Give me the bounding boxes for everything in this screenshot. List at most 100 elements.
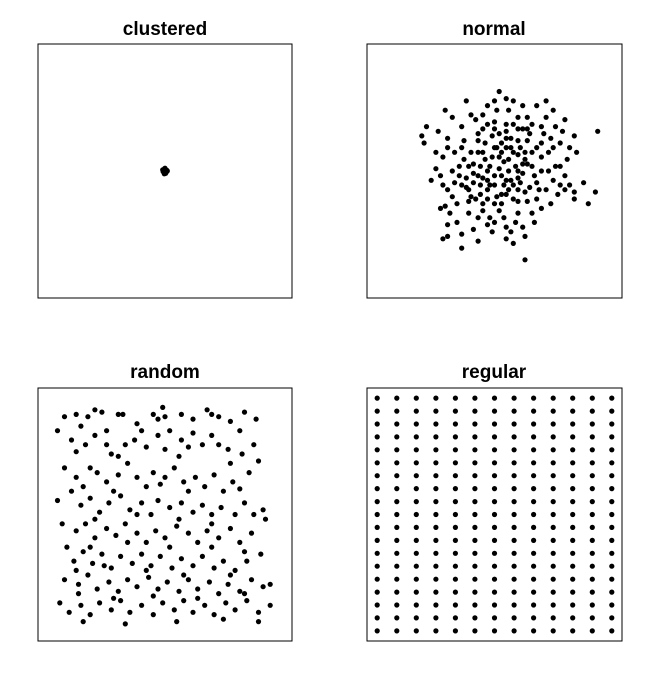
- scatter-point: [216, 591, 222, 597]
- scatter-point: [61, 414, 68, 420]
- scatter-point: [515, 168, 521, 174]
- scatter-point: [437, 205, 444, 211]
- scatter-point: [150, 593, 156, 599]
- scatter-point: [449, 194, 455, 200]
- panel-title-normal: normal: [462, 19, 525, 40]
- scatter-point: [255, 609, 262, 615]
- scatter-point: [148, 511, 154, 518]
- scatter-point: [244, 598, 250, 604]
- scatter-point: [589, 563, 595, 569]
- scatter-point: [571, 196, 577, 202]
- plot-area-normal: [366, 43, 623, 299]
- scatter-point: [442, 203, 448, 209]
- scatter-point: [59, 521, 65, 527]
- scatter-point: [543, 187, 549, 193]
- scatter-point: [394, 447, 400, 453]
- scatter-point: [92, 535, 98, 541]
- scatter-point: [470, 161, 476, 167]
- scatter-point: [550, 473, 556, 479]
- scatter-point: [216, 535, 222, 541]
- scatter-point: [211, 612, 217, 618]
- scatter-point: [517, 145, 523, 151]
- scatter-point: [155, 586, 161, 592]
- scatter-point: [520, 103, 526, 109]
- scatter-point: [413, 550, 419, 556]
- scatter-point: [487, 163, 493, 169]
- scatter-point: [570, 434, 576, 440]
- scatter-point: [99, 551, 105, 557]
- scatter-point: [570, 602, 576, 608]
- scatter-point: [199, 553, 205, 560]
- scatter-point: [531, 486, 537, 492]
- scatter-point: [609, 473, 615, 479]
- scatter-point: [174, 523, 180, 529]
- scatter-point: [609, 602, 615, 608]
- scatter-point: [433, 589, 439, 595]
- points-random: [54, 404, 273, 627]
- scatter-point: [609, 537, 615, 544]
- scatter-point: [374, 537, 380, 544]
- scatter-point: [101, 563, 107, 569]
- scatter-point: [374, 460, 380, 466]
- scatter-point: [511, 628, 517, 634]
- points-regular: [374, 395, 615, 634]
- scatter-point: [491, 602, 498, 608]
- scatter-point: [421, 140, 427, 146]
- scatter-point: [374, 589, 380, 595]
- scatter-point: [80, 484, 86, 490]
- scatter-point: [484, 103, 491, 109]
- scatter-point: [108, 607, 114, 613]
- scatter-point: [470, 180, 476, 186]
- scatter-point: [515, 138, 521, 144]
- scatter-point: [185, 530, 191, 536]
- scatter-point: [248, 530, 255, 536]
- scatter-point: [491, 537, 498, 544]
- scatter-point: [73, 474, 79, 480]
- scatter-point: [253, 416, 259, 422]
- scatter-point: [466, 187, 472, 193]
- scatter-point: [522, 149, 528, 155]
- scatter-point: [78, 423, 84, 429]
- scatter-point: [241, 500, 248, 506]
- scatter-point: [433, 460, 439, 466]
- scatter-point: [592, 189, 599, 195]
- scatter-point: [160, 404, 166, 410]
- scatter-point: [190, 609, 196, 615]
- scatter-point: [589, 550, 595, 556]
- scatter-point: [550, 589, 556, 595]
- scatter-point: [134, 530, 140, 536]
- scatter-point: [506, 187, 512, 193]
- scatter-point: [176, 453, 182, 459]
- scatter-point: [209, 521, 215, 527]
- scatter-point: [477, 191, 483, 197]
- scatter-point: [169, 565, 175, 571]
- scatter-point: [480, 112, 486, 118]
- scatter-point: [394, 421, 400, 427]
- scatter-point: [394, 408, 400, 414]
- scatter-point: [456, 173, 462, 179]
- scatter-point: [246, 470, 252, 476]
- scatter-point: [550, 447, 556, 453]
- scatter-point: [491, 499, 498, 505]
- scatter-point: [87, 495, 93, 501]
- scatter-point: [475, 138, 481, 144]
- scatter-point: [413, 615, 419, 621]
- scatter-point: [536, 187, 542, 193]
- scatter-point: [155, 432, 161, 438]
- scatter-point: [433, 149, 439, 155]
- scatter-point: [445, 145, 451, 151]
- scatter-point: [160, 600, 166, 606]
- scatter-point: [413, 563, 419, 569]
- scatter-point: [550, 602, 556, 608]
- plot-area-random: [37, 387, 293, 642]
- scatter-point: [503, 236, 509, 242]
- scatter-point: [244, 558, 250, 564]
- scatter-point: [472, 499, 478, 505]
- scatter-point: [482, 156, 488, 162]
- scatter-point: [435, 128, 441, 134]
- scatter-point: [491, 589, 498, 595]
- scatter-point: [87, 612, 93, 618]
- scatter-point: [176, 588, 182, 594]
- scatter-point: [609, 434, 615, 440]
- scatter-point: [550, 576, 556, 582]
